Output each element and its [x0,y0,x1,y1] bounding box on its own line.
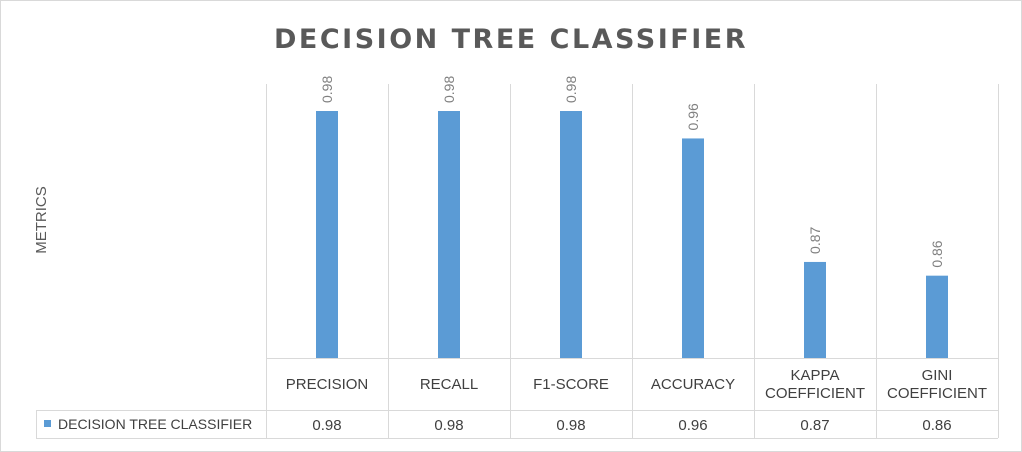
category-label: KAPPA [791,367,840,384]
y-axis-label: METRICS [33,186,50,254]
data-label: 0.98 [441,76,457,103]
bar [316,111,338,358]
table-value: 0.98 [434,417,463,434]
table-value: 0.87 [800,417,829,434]
category-label: PRECISION [286,376,369,393]
table-value: 0.98 [556,417,585,434]
data-table: PRECISION RECALL F1-SCORE ACCURACYKAPPACOEF… [36,358,999,439]
table-value: 0.96 [678,417,707,434]
category-label: F1-SCORE [533,376,609,393]
category-label: GINI [922,367,953,384]
bar [926,275,948,358]
category-label: COEFFICIENT [765,385,865,402]
plot-area: 0.98 0.98 0.98 0.96 0.87 0.86 [266,76,999,358]
category-label: COEFFICIENT [887,385,987,402]
category-label: ACCURACY [651,376,735,393]
data-label: 0.87 [807,226,823,253]
data-label: 0.98 [563,76,579,103]
table-value: 0.86 [922,417,951,434]
chart-title: DECISION TREE CLASSIFIER [274,24,748,55]
bar [682,138,704,358]
bar [438,111,460,358]
data-label: 0.86 [929,240,945,267]
legend-key [44,420,51,427]
legend-series-name: DECISION TREE CLASSIFIER [58,416,252,432]
data-label: 0.98 [319,76,335,103]
bar [804,261,826,358]
bar [560,111,582,358]
category-label: RECALL [420,376,478,393]
data-label: 0.96 [685,103,701,130]
table-value: 0.98 [312,417,341,434]
